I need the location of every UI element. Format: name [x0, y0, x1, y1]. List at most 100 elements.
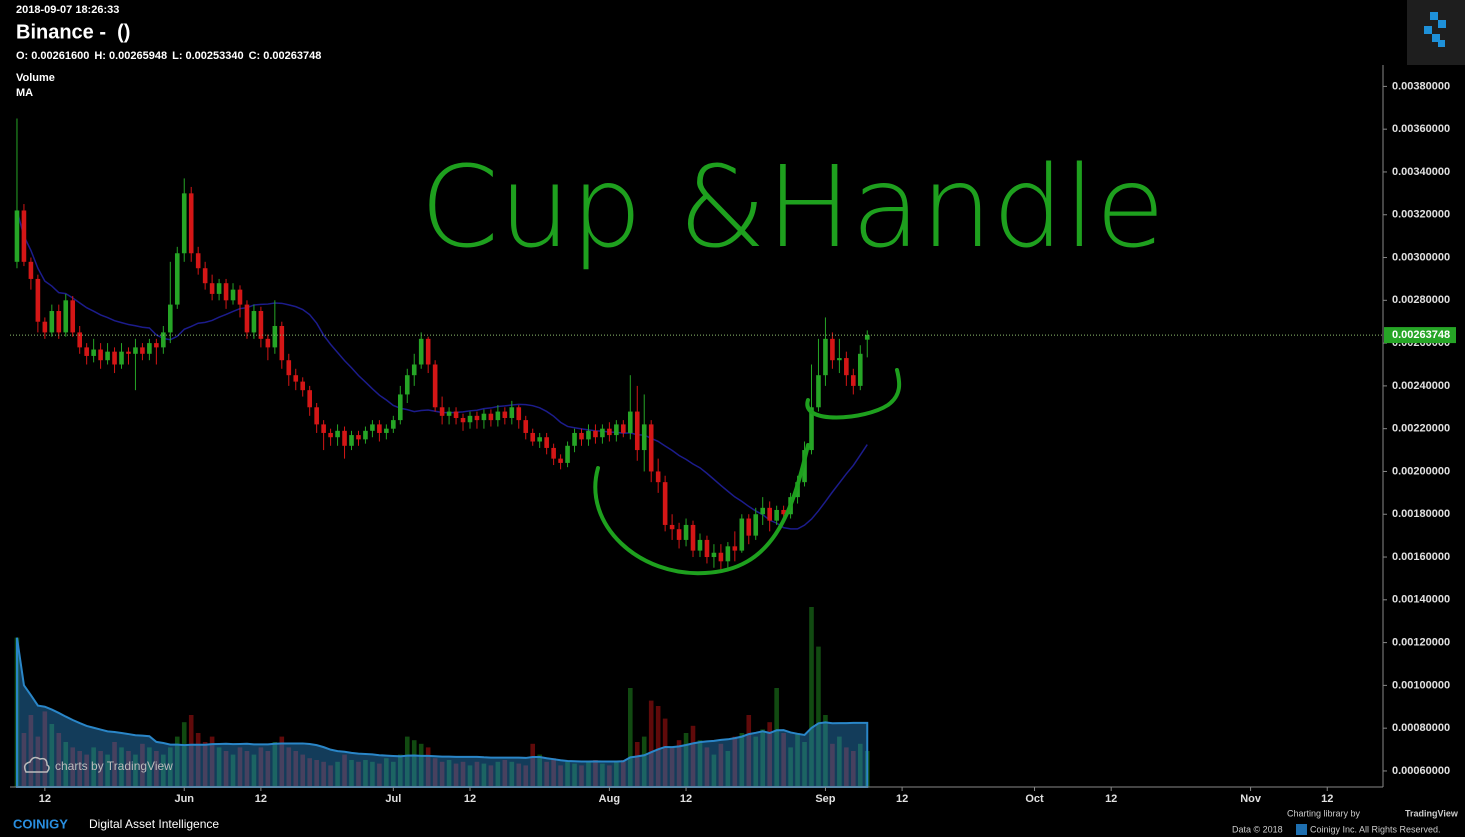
candle-body: [669, 524, 675, 530]
volume-bar: [481, 763, 487, 787]
candle-body: [14, 210, 20, 262]
watermark: charts by TradingView: [23, 756, 173, 773]
candle-body: [704, 539, 710, 558]
volume-bar: [607, 765, 612, 787]
rights: Coinigy Inc. All Rights Reserved.: [1310, 824, 1441, 834]
candle-body: [21, 210, 27, 262]
volume-bar: [84, 754, 89, 787]
volume-bar: [823, 715, 828, 787]
y-tick-label: 0.00380000: [1392, 80, 1450, 92]
volume-bar: [600, 763, 605, 787]
axis-layer: 0.00060000 0.00080000 0.00100000 0.00120000…: [39, 80, 1456, 805]
indicator-label: MA: [16, 87, 33, 99]
y-tick-label: 0.00300000: [1392, 251, 1450, 263]
candle-body: [126, 351, 131, 354]
volume-bar: [42, 711, 48, 787]
volume-bar: [495, 761, 501, 787]
volume-bar: [683, 733, 689, 787]
candle-body: [481, 413, 487, 421]
candle-body: [774, 509, 779, 521]
candle-body: [725, 546, 731, 562]
candle-body: [161, 332, 166, 348]
candle-body: [335, 430, 340, 438]
volume-bar: [370, 761, 375, 787]
y-tick-label: 0.00100000: [1392, 679, 1450, 691]
candle-body: [655, 471, 661, 483]
candle-body: [216, 283, 222, 294]
volume-bar: [509, 761, 515, 787]
candle-body: [279, 325, 285, 361]
candle-body: [753, 514, 759, 536]
volume-bar: [718, 743, 724, 787]
y-tick-label: 0.00140000: [1392, 594, 1450, 606]
candle-body: [272, 325, 278, 348]
last-price-label: 0.00263748: [1392, 329, 1450, 341]
candle-body: [181, 193, 187, 254]
candle-body: [237, 289, 243, 305]
volume-bar: [112, 742, 117, 787]
x-tick-label: 12: [255, 793, 267, 805]
ohlc-value: 0.00263748: [263, 50, 321, 62]
candle-body: [809, 407, 814, 451]
volume-layer: [14, 607, 870, 788]
volume-bar: [732, 736, 738, 787]
volume-bar: [28, 715, 34, 787]
candle-body: [293, 375, 299, 382]
volume-bar: [621, 760, 626, 787]
candle-body: [202, 268, 208, 284]
candle-body: [404, 375, 410, 395]
candle-body: [621, 424, 626, 433]
candle-body: [572, 432, 577, 446]
x-tick-label: 12: [464, 793, 476, 805]
candle-body: [98, 349, 103, 361]
candle-body: [837, 358, 842, 361]
y-tick-label: 0.00240000: [1392, 380, 1450, 392]
library-name: TradingView: [1405, 808, 1459, 818]
volume-bar: [851, 751, 856, 787]
volume-bar: [161, 754, 166, 787]
candle-body: [230, 289, 236, 301]
candle-body: [84, 347, 89, 356]
coinigy-icon: [1296, 824, 1307, 835]
candle-body: [823, 338, 828, 376]
candle-body: [321, 424, 326, 433]
volume-bar: [586, 761, 591, 787]
ohlc-value: 0.00253340: [185, 50, 243, 62]
candle-body: [781, 509, 786, 515]
candle-body: [174, 253, 180, 305]
candle-body: [697, 539, 703, 551]
volume-bar: [634, 742, 640, 787]
y-tick-label: 0.00360000: [1392, 123, 1450, 135]
volume-bar: [98, 751, 103, 787]
candle-body: [154, 343, 159, 348]
candle-body: [844, 358, 849, 376]
candle-body: [370, 424, 375, 431]
logo-box: [1407, 0, 1465, 65]
volume-bar: [195, 733, 201, 787]
volume-bar: [467, 765, 473, 787]
candle-body: [432, 364, 438, 408]
candle-body: [593, 430, 598, 438]
candle-body: [349, 435, 354, 446]
volume-bar: [753, 736, 759, 787]
candle-body: [634, 411, 640, 451]
candle-body: [91, 349, 96, 356]
candle-body: [544, 437, 549, 448]
volume-bar: [614, 761, 619, 787]
candle-body: [363, 430, 368, 440]
volume-bar: [391, 761, 396, 787]
candle-body: [356, 435, 361, 440]
volume-bar: [286, 747, 292, 787]
volume-bar: [272, 742, 278, 787]
tagline: Digital Asset Intelligence: [89, 817, 219, 831]
volume-bar: [342, 754, 347, 787]
candle-body: [342, 430, 347, 446]
volume-bar: [321, 761, 326, 787]
copyright: Data © 2018: [1232, 824, 1283, 834]
volume-bar: [544, 761, 549, 787]
x-tick-label: 12: [39, 793, 51, 805]
candle-body: [42, 321, 48, 333]
volume-bar: [627, 688, 633, 787]
candle-body: [258, 311, 264, 339]
volume-bar: [244, 751, 250, 787]
